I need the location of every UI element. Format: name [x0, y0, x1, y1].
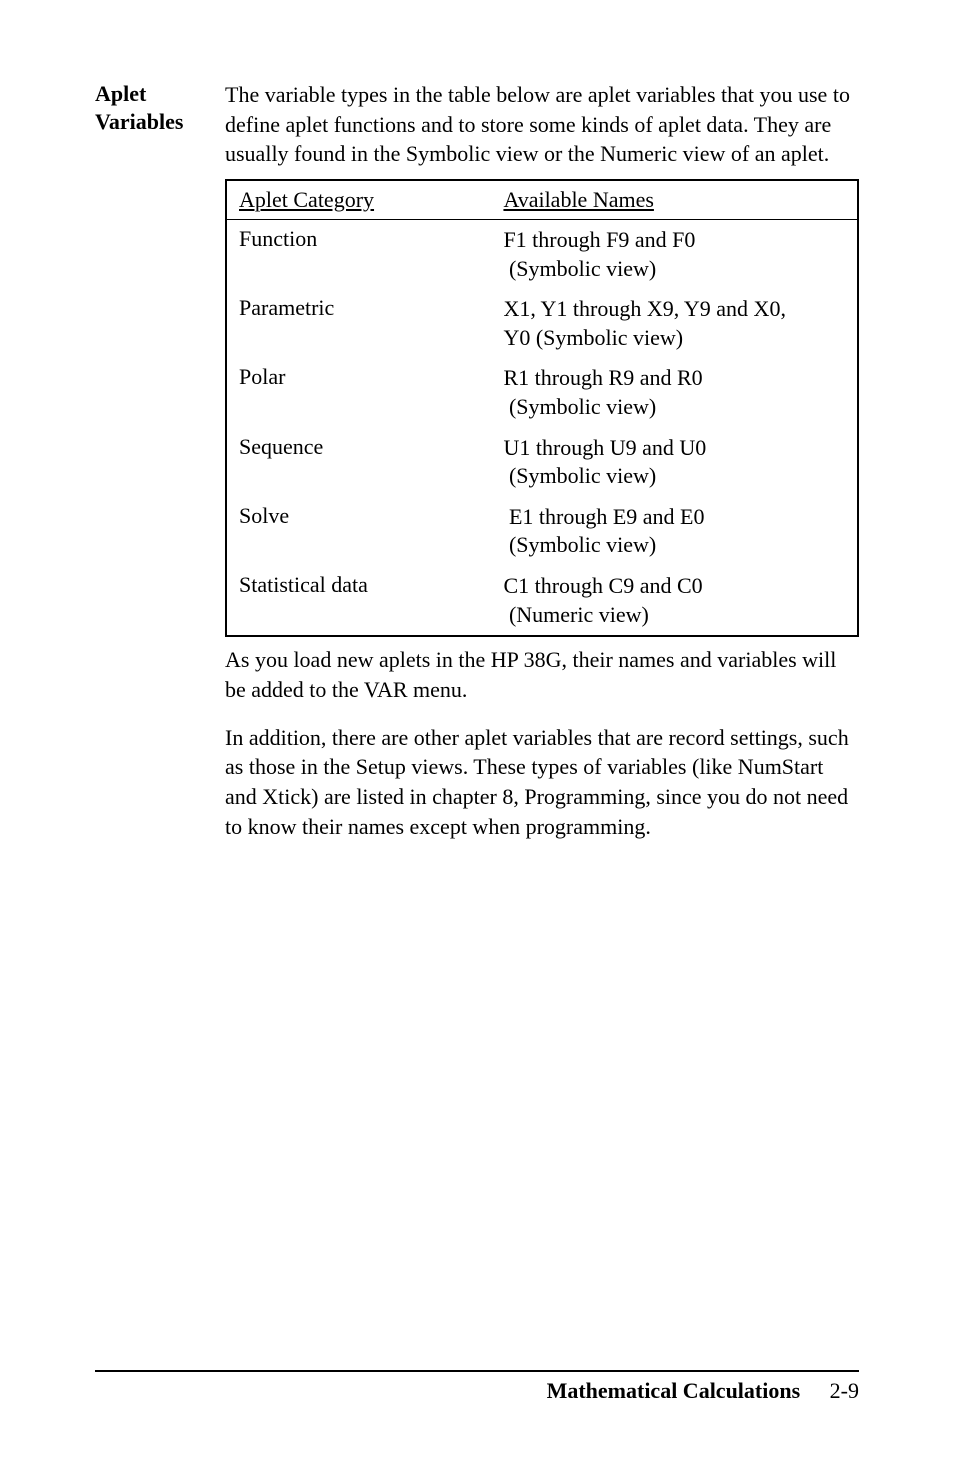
- page-footer: Mathematical Calculations 2-9: [95, 1370, 859, 1404]
- names-line-1: C1 through C9 and C0: [503, 573, 702, 598]
- cell-names: X1, Y1 through X9, Y9 and X0, Y0 (Symbol…: [491, 289, 858, 358]
- header-names: Available Names: [491, 180, 858, 220]
- heading-line-1: Aplet: [95, 81, 146, 106]
- names-line-1: F1 through F9 and F0: [503, 227, 695, 252]
- intro-paragraph: The variable types in the table below ar…: [225, 80, 859, 169]
- names-line-2: (Symbolic view): [509, 256, 656, 281]
- names-line-2: (Symbolic view): [509, 394, 656, 419]
- main-column: The variable types in the table below ar…: [225, 80, 859, 841]
- cell-category: Solve: [226, 497, 491, 566]
- names-line-1: R1 through R9 and R0: [503, 365, 702, 390]
- footer-page-number: 2-9: [830, 1378, 859, 1403]
- cell-category: Function: [226, 220, 491, 290]
- margin-column: Aplet Variables: [95, 80, 205, 841]
- table-row: Polar R1 through R9 and R0 (Symbolic vie…: [226, 358, 858, 427]
- names-line-2: (Symbolic view): [509, 532, 656, 557]
- names-line-1: U1 through U9 and U0: [503, 435, 706, 460]
- table-row: Solve E1 through E9 and E0 (Symbolic vie…: [226, 497, 858, 566]
- table-row: Sequence U1 through U9 and U0 (Symbolic …: [226, 428, 858, 497]
- cell-category: Polar: [226, 358, 491, 427]
- table-header-row: Aplet Category Available Names: [226, 180, 858, 220]
- table-row: Statistical data C1 through C9 and C0 (N…: [226, 566, 858, 636]
- table-row: Function F1 through F9 and F0 (Symbolic …: [226, 220, 858, 290]
- paragraph-2: In addition, there are other aplet varia…: [225, 723, 859, 842]
- header-category: Aplet Category: [226, 180, 491, 220]
- footer-title: Mathematical Calculations: [547, 1378, 801, 1403]
- names-line-2: (Symbolic view): [509, 463, 656, 488]
- cell-category: Parametric: [226, 289, 491, 358]
- cell-names: R1 through R9 and R0 (Symbolic view): [491, 358, 858, 427]
- footer-line: Mathematical Calculations 2-9: [95, 1378, 859, 1404]
- cell-names: F1 through F9 and F0 (Symbolic view): [491, 220, 858, 290]
- names-line-2: Y0 (Symbolic view): [503, 325, 683, 350]
- names-line-2: (Numeric view): [509, 602, 649, 627]
- names-line-1: E1 through E9 and E0: [509, 504, 705, 529]
- cell-names: U1 through U9 and U0 (Symbolic view): [491, 428, 858, 497]
- page: Aplet Variables The variable types in th…: [95, 80, 859, 1404]
- two-column-layout: Aplet Variables The variable types in th…: [95, 80, 859, 841]
- aplet-variables-table: Aplet Category Available Names Function …: [225, 179, 859, 637]
- heading-line-2: Variables: [95, 109, 183, 134]
- cell-names: E1 through E9 and E0 (Symbolic view): [491, 497, 858, 566]
- cell-names: C1 through C9 and C0 (Numeric view): [491, 566, 858, 636]
- table-row: Parametric X1, Y1 through X9, Y9 and X0,…: [226, 289, 858, 358]
- footer-rule: [95, 1370, 859, 1372]
- cell-category: Sequence: [226, 428, 491, 497]
- section-heading: Aplet Variables: [95, 80, 205, 135]
- paragraph-1: As you load new aplets in the HP 38G, th…: [225, 645, 859, 704]
- names-line-1: X1, Y1 through X9, Y9 and X0,: [503, 296, 786, 321]
- cell-category: Statistical data: [226, 566, 491, 636]
